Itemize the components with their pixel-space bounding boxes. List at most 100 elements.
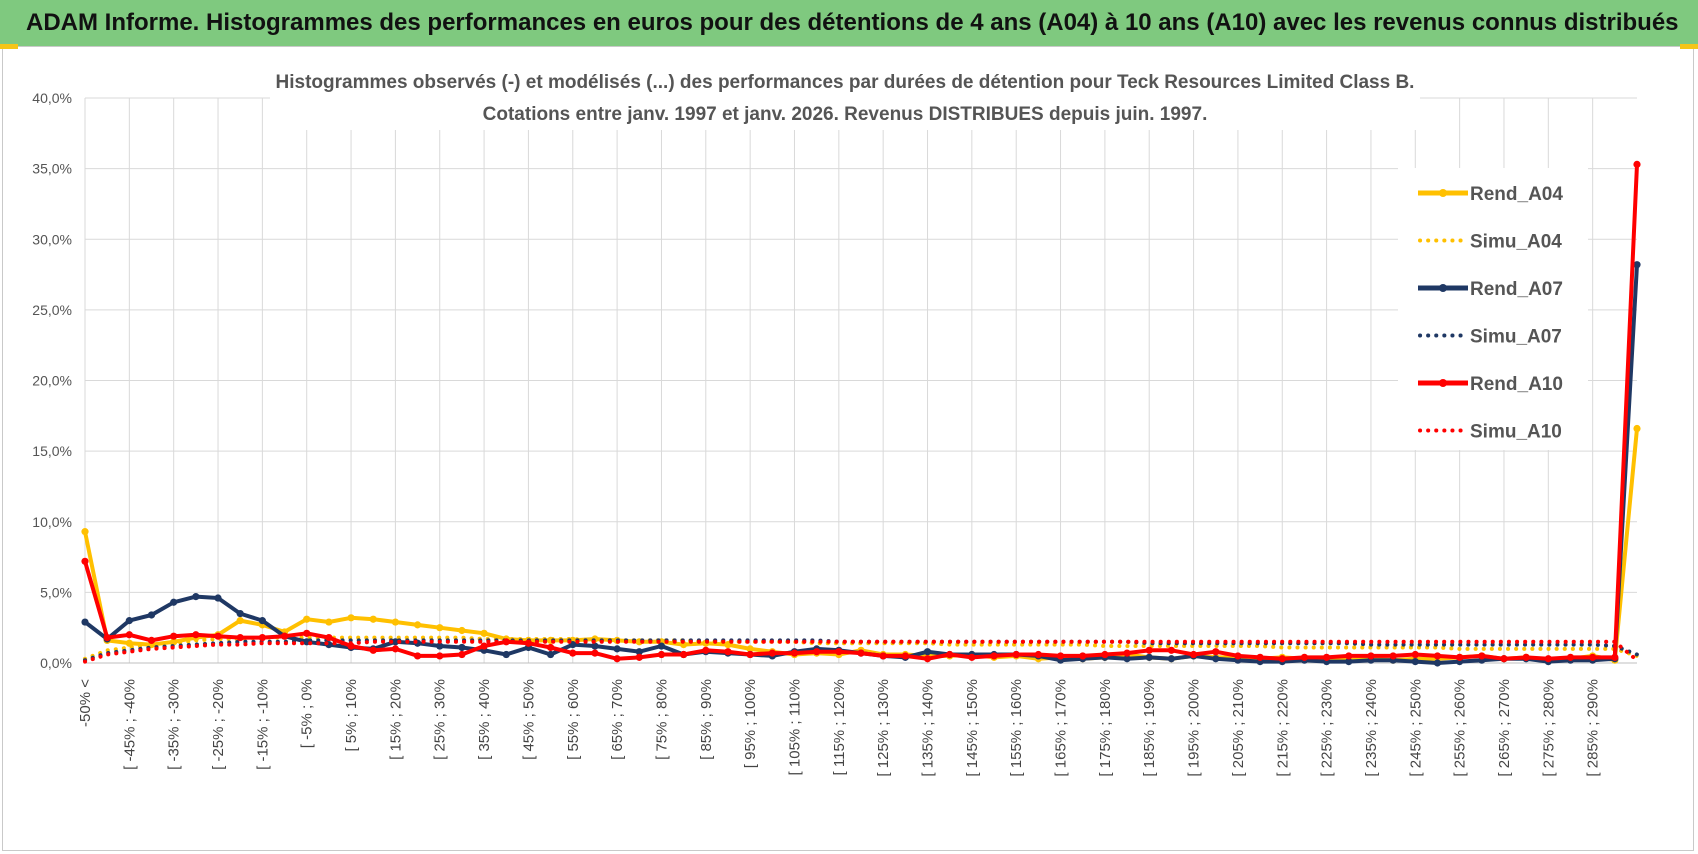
data-point bbox=[923, 648, 932, 656]
data-point bbox=[1012, 650, 1020, 659]
legend-label: Simu_A04 bbox=[1470, 232, 1562, 253]
data-point bbox=[1411, 650, 1419, 659]
data-point bbox=[214, 632, 222, 640]
x-tick-label: [ 35% ; 40% bbox=[476, 679, 493, 760]
y-tick-label: 15,0% bbox=[32, 443, 72, 459]
y-axis: 0,0% 5,0% 10,0% 15,0% 20,0% 25,0% 30,0% 35,0% 40… bbox=[32, 90, 72, 671]
corner-marker-right bbox=[1680, 44, 1698, 49]
data-point bbox=[347, 614, 355, 622]
data-point bbox=[1345, 657, 1353, 666]
chart-title-line1: Histogrammes observés (-) et modélisés (… bbox=[276, 72, 1415, 93]
x-tick-label: [ 145% ; 150% bbox=[964, 679, 981, 777]
legend-label: Rend_A04 bbox=[1470, 184, 1563, 205]
x-axis: -50% < [ -45% ; -40% [ -35% ; -30% [ -25% ;… bbox=[77, 662, 1637, 777]
data-point bbox=[1633, 424, 1641, 433]
x-tick-label: [ 225% ; 230% bbox=[1319, 679, 1336, 777]
data-point bbox=[502, 650, 510, 659]
data-point bbox=[170, 632, 178, 640]
data-point bbox=[1123, 655, 1131, 663]
data-point bbox=[1123, 649, 1131, 657]
y-tick-label: 35,0% bbox=[32, 161, 72, 177]
data-point bbox=[946, 650, 954, 659]
report-banner: ADAM Informe. Histogrammes des performan… bbox=[0, 0, 1698, 46]
data-point bbox=[391, 638, 399, 646]
y-tick-label: 10,0% bbox=[32, 514, 72, 530]
data-point bbox=[81, 618, 89, 626]
series-group bbox=[81, 160, 1641, 667]
x-tick-label: [ 15% ; 20% bbox=[387, 679, 404, 760]
legend-marker bbox=[1439, 189, 1447, 197]
data-point bbox=[480, 629, 488, 637]
data-point bbox=[968, 653, 976, 661]
chart-frame bbox=[2, 46, 1694, 851]
series-line bbox=[83, 639, 1639, 664]
data-point bbox=[613, 655, 621, 663]
data-point bbox=[369, 615, 377, 623]
data-point bbox=[657, 642, 666, 650]
data-point bbox=[391, 618, 399, 626]
y-tick-label: 5,0% bbox=[40, 584, 72, 600]
x-tick-label: [ 155% ; 160% bbox=[1008, 679, 1025, 777]
x-tick-label: [ 125% ; 130% bbox=[875, 679, 892, 777]
x-tick-label: [ 235% ; 240% bbox=[1363, 679, 1380, 777]
y-tick-label: 25,0% bbox=[32, 302, 72, 318]
data-point bbox=[192, 593, 200, 601]
data-point bbox=[1234, 652, 1242, 660]
legend-box bbox=[1398, 168, 1588, 450]
data-point bbox=[1589, 653, 1597, 661]
data-point bbox=[547, 650, 555, 659]
grid-lines bbox=[84, 97, 1637, 664]
x-tick-label: [ 45% ; 50% bbox=[520, 679, 537, 760]
data-point bbox=[1345, 652, 1353, 660]
data-point bbox=[1034, 650, 1042, 659]
data-point bbox=[1566, 653, 1575, 661]
data-point bbox=[147, 611, 156, 619]
chart-title: Histogrammes observés (-) et modélisés (… bbox=[270, 64, 1420, 130]
data-point bbox=[569, 649, 577, 657]
x-tick-label: [ 205% ; 210% bbox=[1230, 679, 1247, 777]
data-point bbox=[923, 655, 932, 663]
legend: Rend_A04 Simu_A04 Rend_A07 Simu_A07 Rend_A10… bbox=[1398, 168, 1588, 450]
x-tick-label: [ 275% ; 280% bbox=[1540, 679, 1557, 777]
x-tick-label: [ 95% ; 100% bbox=[742, 679, 759, 768]
data-point bbox=[236, 609, 244, 618]
x-tick-label: [ 195% ; 200% bbox=[1186, 679, 1203, 777]
data-point bbox=[325, 633, 333, 642]
data-point bbox=[1433, 659, 1442, 667]
legend-marker bbox=[1439, 379, 1447, 387]
data-point bbox=[1079, 652, 1087, 660]
data-point bbox=[1056, 652, 1065, 660]
data-point bbox=[1389, 652, 1397, 660]
data-point bbox=[303, 629, 311, 637]
data-point bbox=[768, 649, 776, 657]
x-tick-label: [ 185% ; 190% bbox=[1141, 679, 1158, 777]
data-point bbox=[436, 652, 444, 660]
data-point bbox=[458, 650, 466, 659]
data-point bbox=[170, 598, 178, 606]
data-point bbox=[258, 617, 266, 625]
legend-label: Simu_A10 bbox=[1470, 422, 1562, 443]
x-tick-label: [ -35% ; -30% bbox=[166, 679, 183, 770]
data-point bbox=[125, 639, 133, 647]
legend-label: Simu_A07 bbox=[1470, 327, 1562, 348]
data-point bbox=[436, 624, 444, 632]
data-point bbox=[857, 649, 865, 657]
data-point bbox=[746, 645, 754, 653]
x-tick-label: [ 255% ; 260% bbox=[1452, 679, 1469, 777]
data-point bbox=[413, 621, 422, 629]
x-tick-label: [ 285% ; 290% bbox=[1585, 679, 1602, 777]
series-Rend_A04 bbox=[81, 424, 1641, 664]
data-point bbox=[790, 649, 799, 657]
data-point bbox=[1101, 650, 1109, 659]
x-tick-label: [ 135% ; 140% bbox=[920, 679, 937, 777]
data-point bbox=[480, 642, 488, 650]
data-point bbox=[835, 648, 843, 656]
data-point bbox=[1478, 652, 1486, 660]
x-tick-label: [ 115% ; 120% bbox=[831, 679, 848, 775]
data-point bbox=[879, 652, 887, 660]
x-tick-label: [ 75% ; 80% bbox=[653, 679, 670, 760]
legend-marker bbox=[1439, 284, 1447, 292]
data-point bbox=[1522, 653, 1530, 661]
data-point bbox=[1256, 653, 1264, 661]
data-point bbox=[258, 633, 266, 642]
